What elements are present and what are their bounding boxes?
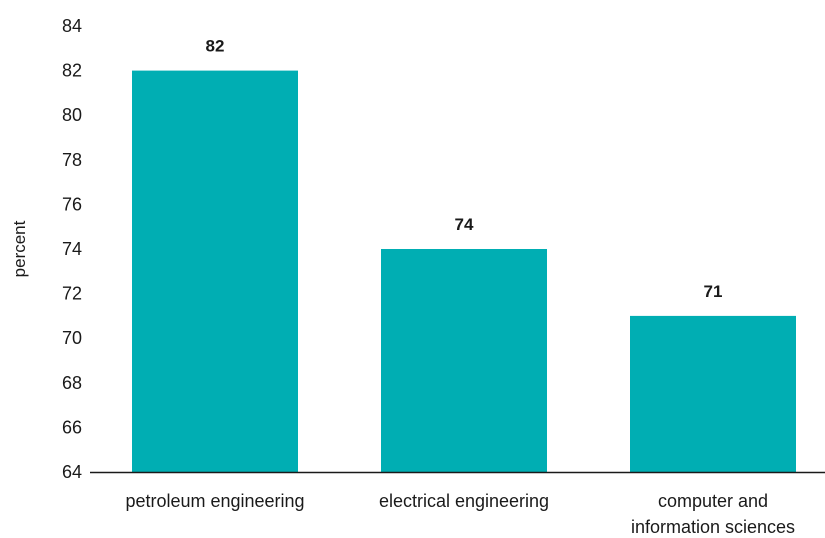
bar	[132, 70, 298, 472]
bar-value-label: 82	[206, 37, 225, 56]
y-tick-label: 82	[62, 61, 82, 81]
y-tick-label: 80	[62, 105, 82, 125]
x-category-label: petroleum engineering	[125, 491, 304, 511]
bars	[132, 70, 796, 472]
y-tick-label: 74	[62, 239, 82, 259]
y-tick-label: 78	[62, 150, 82, 170]
y-tick-label: 76	[62, 194, 82, 214]
data-labels: 82 74 71	[206, 37, 723, 301]
y-tick-label: 70	[62, 328, 82, 348]
y-tick-label: 68	[62, 373, 82, 393]
y-tick-label: 66	[62, 417, 82, 437]
category-labels: petroleum engineering electrical engineer…	[125, 491, 795, 537]
bar	[630, 315, 796, 472]
y-tick-label: 64	[62, 462, 82, 482]
y-tick-label: 72	[62, 284, 82, 304]
y-axis-title: percent	[10, 220, 29, 277]
bar-value-label: 71	[704, 282, 723, 301]
y-tick-label: 84	[62, 16, 82, 36]
bar	[381, 249, 547, 472]
bar-value-label: 74	[455, 215, 474, 234]
x-category-label: information sciences	[631, 517, 795, 537]
x-category-label: computer and	[658, 491, 768, 511]
x-category-label: electrical engineering	[379, 491, 549, 511]
y-axis-ticks: 64 66 68 70 72 74 76 78 80 82 84	[62, 16, 82, 482]
